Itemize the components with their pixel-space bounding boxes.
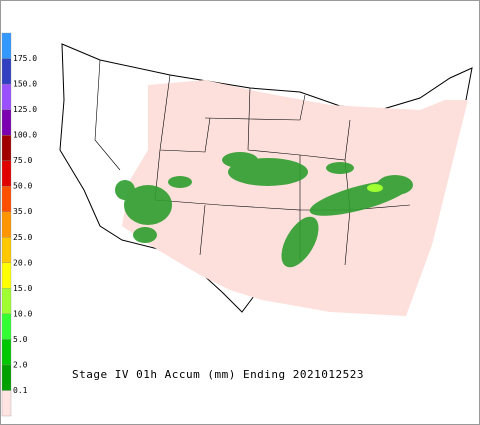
legend-label: 10.0 — [13, 309, 32, 318]
legend-swatch — [1, 288, 12, 315]
caption: Stage IV 01h Accum (mm) Ending 202101252… — [72, 368, 364, 381]
legend-swatch — [1, 313, 12, 340]
map — [59, 43, 473, 316]
legend-swatch — [1, 134, 12, 161]
legend-label: 20.0 — [13, 258, 32, 267]
legend-label: 25.0 — [13, 233, 32, 242]
legend-label: 50.0 — [13, 182, 32, 191]
legend-swatch — [1, 32, 12, 59]
legend-label: 125.0 — [13, 105, 37, 114]
legend-swatch — [1, 160, 12, 187]
legend-label: 5.0 — [13, 335, 28, 344]
legend: 0.1 2.0 5.0 10.0 15.0 20.0 25.0 35.0 50.0 75.0 100… — [1, 32, 37, 417]
legend-label: 2.0 — [13, 360, 28, 369]
legend-swatch — [1, 109, 12, 136]
legend-swatch — [1, 58, 12, 85]
legend-swatch — [1, 390, 12, 417]
legend-label: 175.0 — [13, 54, 37, 63]
legend-swatch — [1, 83, 12, 110]
legend-label: 15.0 — [13, 284, 32, 293]
legend-swatch — [1, 339, 12, 366]
coverage-area — [122, 80, 468, 316]
legend-swatch — [1, 364, 12, 391]
precip-heavy — [367, 184, 383, 192]
legend-swatch — [1, 186, 12, 212]
precip-areas — [115, 152, 413, 268]
legend-label: 75.0 — [13, 156, 32, 165]
legend-swatch — [1, 237, 12, 263]
legend-label: 150.0 — [13, 80, 37, 89]
legend-label: 0.1 — [13, 386, 28, 395]
legend-label: 100.0 — [13, 131, 37, 140]
legend-swatch — [1, 211, 12, 238]
legend-swatch — [1, 262, 12, 289]
legend-label: 35.0 — [13, 207, 32, 216]
